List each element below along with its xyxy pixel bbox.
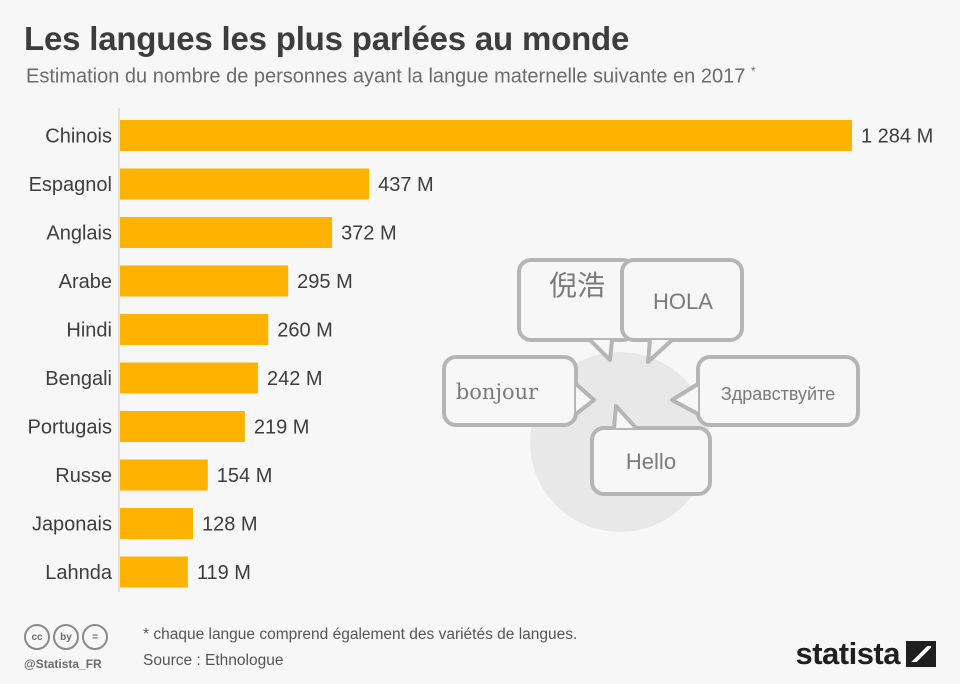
bar <box>120 411 245 442</box>
brand-wordmark: statista <box>795 636 900 671</box>
bubble-hola: HOLA <box>620 258 744 364</box>
chart-title: Les langues les plus parlées au monde <box>24 20 630 57</box>
bubble-tail <box>588 338 614 362</box>
bubble-tail <box>612 404 638 430</box>
bubble-tail <box>670 382 700 416</box>
value-label: 154 M <box>217 465 273 487</box>
bar <box>120 168 370 200</box>
cc-icon: cc <box>24 624 50 650</box>
license-icons: cc by = <box>24 624 108 650</box>
bar <box>120 217 333 248</box>
bubble-text: bonjour <box>456 380 539 404</box>
category-label: Bengali <box>45 368 112 390</box>
value-label: 1 284 M <box>861 126 933 148</box>
no-derivatives-icon: = <box>82 624 108 650</box>
bubble-outline <box>590 426 712 496</box>
speech-bubbles-illustration: 倪浩 HOLA bonjour Здравствуйте Hello <box>442 258 860 532</box>
value-label: 437 M <box>378 174 434 196</box>
bubble-tail <box>574 382 596 416</box>
bubble-text: Здравствуйте <box>721 384 835 404</box>
bar-chart: 倪浩 HOLA bonjour Здравствуйте Hello Chinois 1 … <box>28 108 933 592</box>
bubble-chinese: 倪浩 <box>517 258 637 362</box>
category-label: Russe <box>55 465 112 487</box>
bubble-text: Hello <box>626 449 676 474</box>
bubble-russian: Здравствуйте <box>670 355 860 427</box>
category-label: Espagnol <box>29 174 112 196</box>
bar <box>120 362 258 394</box>
bar <box>120 120 852 151</box>
bubble-outline <box>620 258 744 342</box>
value-label: 119 M <box>197 562 251 584</box>
statista-logo[interactable]: statista <box>795 636 936 672</box>
subtitle-text: Estimation du nombre de personnes ayant … <box>26 65 746 88</box>
bubble-bonjour: bonjour <box>442 355 596 427</box>
category-label: Hindi <box>66 320 112 342</box>
value-label: 128 M <box>202 514 258 536</box>
bar <box>120 508 193 539</box>
bar <box>120 459 208 491</box>
brand-mark-icon <box>906 641 936 667</box>
value-label: 242 M <box>267 368 323 390</box>
source-text: Source : Ethnologue <box>143 652 284 669</box>
bubble-hello: Hello <box>590 404 712 496</box>
category-label: Portugais <box>28 417 113 439</box>
category-label: Anglais <box>46 223 112 245</box>
bubble-text: 倪浩 <box>549 270 605 301</box>
twitter-handle[interactable]: @Statista_FR <box>24 657 102 671</box>
category-label: Japonais <box>32 514 112 536</box>
value-label: 295 M <box>297 271 353 293</box>
bars-group: Chinois 1 284 M Espagnol 437 M Anglais 372 M A… <box>28 120 933 588</box>
attribution-icon: by <box>53 624 79 650</box>
value-label: 260 M <box>277 320 333 342</box>
category-label: Lahnda <box>45 562 113 584</box>
subtitle-footnote-mark: * <box>750 64 756 78</box>
bubble-text: HOLA <box>653 289 713 314</box>
value-label: 219 M <box>254 417 310 439</box>
category-label: Chinois <box>45 126 112 148</box>
value-label: 372 M <box>341 223 397 245</box>
category-label: Arabe <box>59 271 112 293</box>
bubble-tail <box>646 338 674 364</box>
bar <box>120 556 188 588</box>
bar <box>120 265 289 297</box>
chart-subtitle: Estimation du nombre de personnes ayant … <box>26 64 756 89</box>
bar <box>120 314 269 345</box>
footnote: * chaque langue comprend également des v… <box>143 626 578 643</box>
